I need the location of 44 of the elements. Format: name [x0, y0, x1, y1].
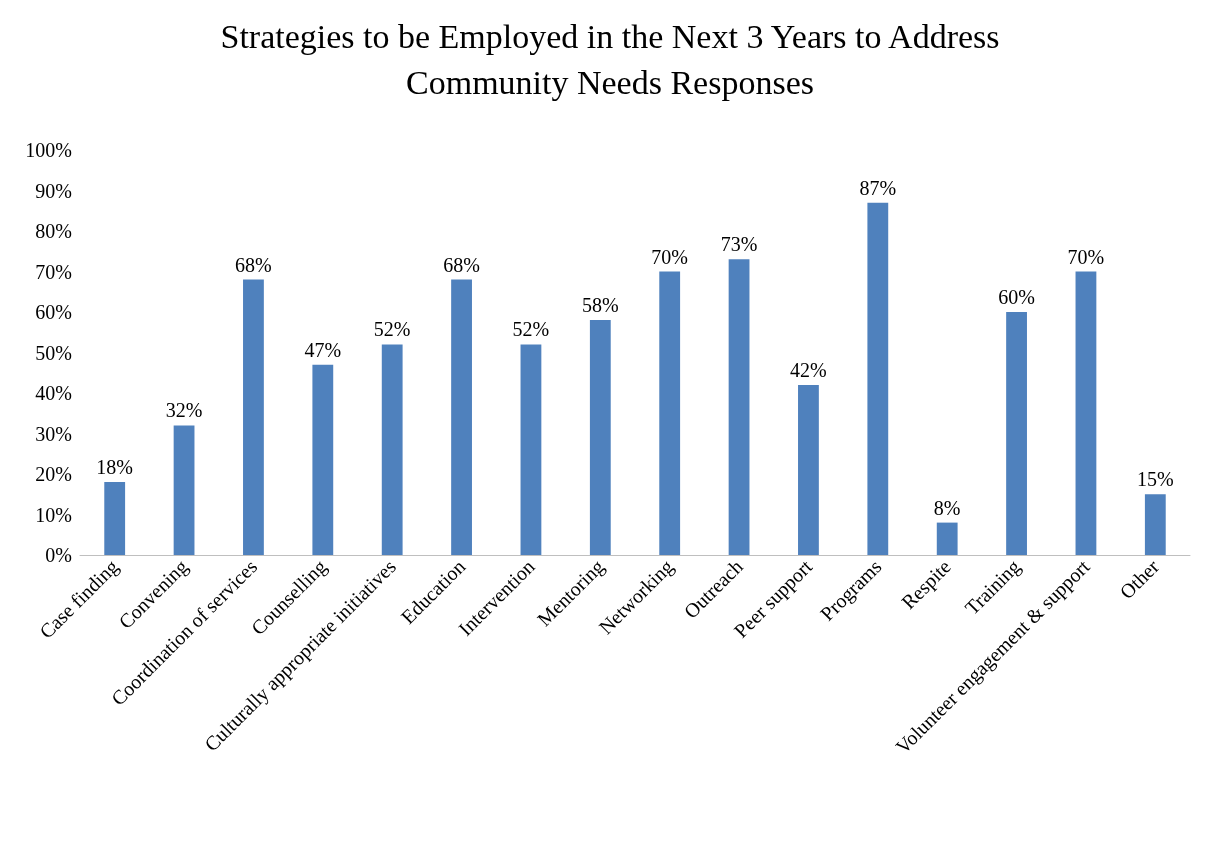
data-label: 8%: [933, 496, 961, 519]
data-label: 42%: [790, 358, 827, 381]
y-tick-label: 10%: [35, 503, 72, 526]
data-label: 52%: [512, 318, 550, 341]
chart-title: Strategies to be Employed in the Next 3 Years to Address Community Needs Responses: [220, 17, 1000, 101]
y-tick-label: 40%: [35, 382, 72, 404]
data-label: 15%: [1136, 468, 1174, 491]
y-tick-label: 30%: [35, 422, 72, 445]
bar: [104, 482, 126, 555]
bar: [520, 344, 542, 555]
bar: [1144, 494, 1166, 555]
y-tick-label: 90%: [35, 179, 72, 202]
bar: [867, 202, 889, 555]
y-tick-label: 70%: [35, 260, 72, 283]
bar: [728, 259, 750, 555]
y-tick-label: 60%: [35, 301, 72, 323]
bar: [1006, 312, 1027, 555]
bar: [312, 364, 334, 555]
y-tick-label: 50%: [35, 341, 72, 364]
bar: [659, 271, 681, 555]
data-label: 73%: [720, 233, 758, 256]
y-tick-label: 100%: [25, 139, 72, 161]
y-tick-label: 0%: [45, 544, 72, 566]
bar: [243, 279, 264, 555]
data-label: 47%: [304, 338, 342, 361]
bar: [589, 320, 611, 555]
data-label: 18%: [96, 456, 134, 479]
data-label: 32%: [165, 399, 203, 422]
data-label: 70%: [1067, 245, 1105, 268]
data-label: 68%: [443, 253, 480, 276]
bar: [381, 344, 403, 555]
bar: [1075, 271, 1097, 555]
y-tick-label: 20%: [35, 463, 72, 485]
bar: [173, 425, 195, 555]
data-label: 70%: [651, 245, 689, 268]
bar: [798, 384, 819, 555]
data-label: 68%: [235, 253, 272, 276]
data-label: 52%: [373, 318, 411, 341]
data-label: 87%: [859, 176, 897, 199]
bar: [451, 279, 472, 555]
y-tick-label: 80%: [35, 220, 72, 242]
data-label: 60%: [998, 286, 1035, 308]
data-label: 58%: [581, 294, 619, 317]
bar: [936, 522, 958, 555]
